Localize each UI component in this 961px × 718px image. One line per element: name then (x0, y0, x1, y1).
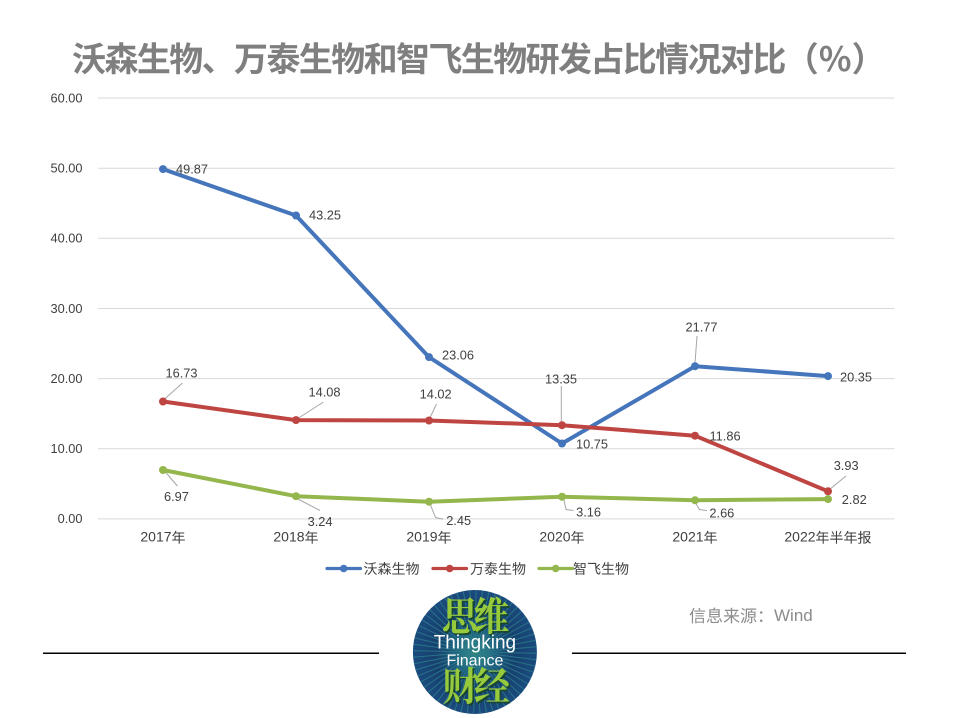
svg-text:2017: 2017 (140, 529, 171, 545)
svg-text:30.00: 30.00 (50, 301, 82, 316)
svg-text:0.00: 0.00 (58, 511, 83, 526)
svg-text:2019: 2019 (406, 529, 437, 545)
svg-text:11.86: 11.86 (710, 429, 741, 444)
svg-text:14.08: 14.08 (309, 385, 341, 400)
svg-text:6.97: 6.97 (164, 489, 189, 504)
svg-text:14.02: 14.02 (420, 387, 452, 402)
svg-text:60.00: 60.00 (50, 90, 82, 105)
svg-text:50.00: 50.00 (50, 161, 82, 176)
svg-text:2.66: 2.66 (709, 506, 734, 521)
svg-text:23.06: 23.06 (442, 348, 474, 363)
svg-text:21.77: 21.77 (686, 320, 718, 335)
svg-text:16.73: 16.73 (166, 366, 198, 381)
svg-text:3.93: 3.93 (834, 458, 859, 473)
svg-text:10.75: 10.75 (576, 437, 608, 452)
svg-text:40.00: 40.00 (50, 231, 82, 246)
svg-text:Wind: Wind (774, 606, 813, 625)
svg-text:43.25: 43.25 (309, 208, 341, 223)
svg-text:2.82: 2.82 (842, 492, 867, 507)
svg-text:10.00: 10.00 (50, 441, 82, 456)
svg-text:3.16: 3.16 (576, 505, 601, 520)
svg-text:13.35: 13.35 (545, 372, 577, 387)
svg-text:3.24: 3.24 (308, 514, 333, 529)
svg-text:2021: 2021 (672, 529, 703, 545)
svg-text:Finance: Finance (446, 653, 503, 670)
svg-text:49.87: 49.87 (176, 162, 208, 177)
svg-text:20.00: 20.00 (50, 371, 82, 386)
svg-text:2022: 2022 (784, 529, 815, 545)
svg-text:2018: 2018 (273, 529, 304, 545)
svg-text:2020: 2020 (539, 529, 570, 545)
svg-text:20.35: 20.35 (840, 370, 872, 385)
svg-text:2.45: 2.45 (446, 513, 471, 528)
svg-text:Thingking: Thingking (434, 632, 516, 653)
